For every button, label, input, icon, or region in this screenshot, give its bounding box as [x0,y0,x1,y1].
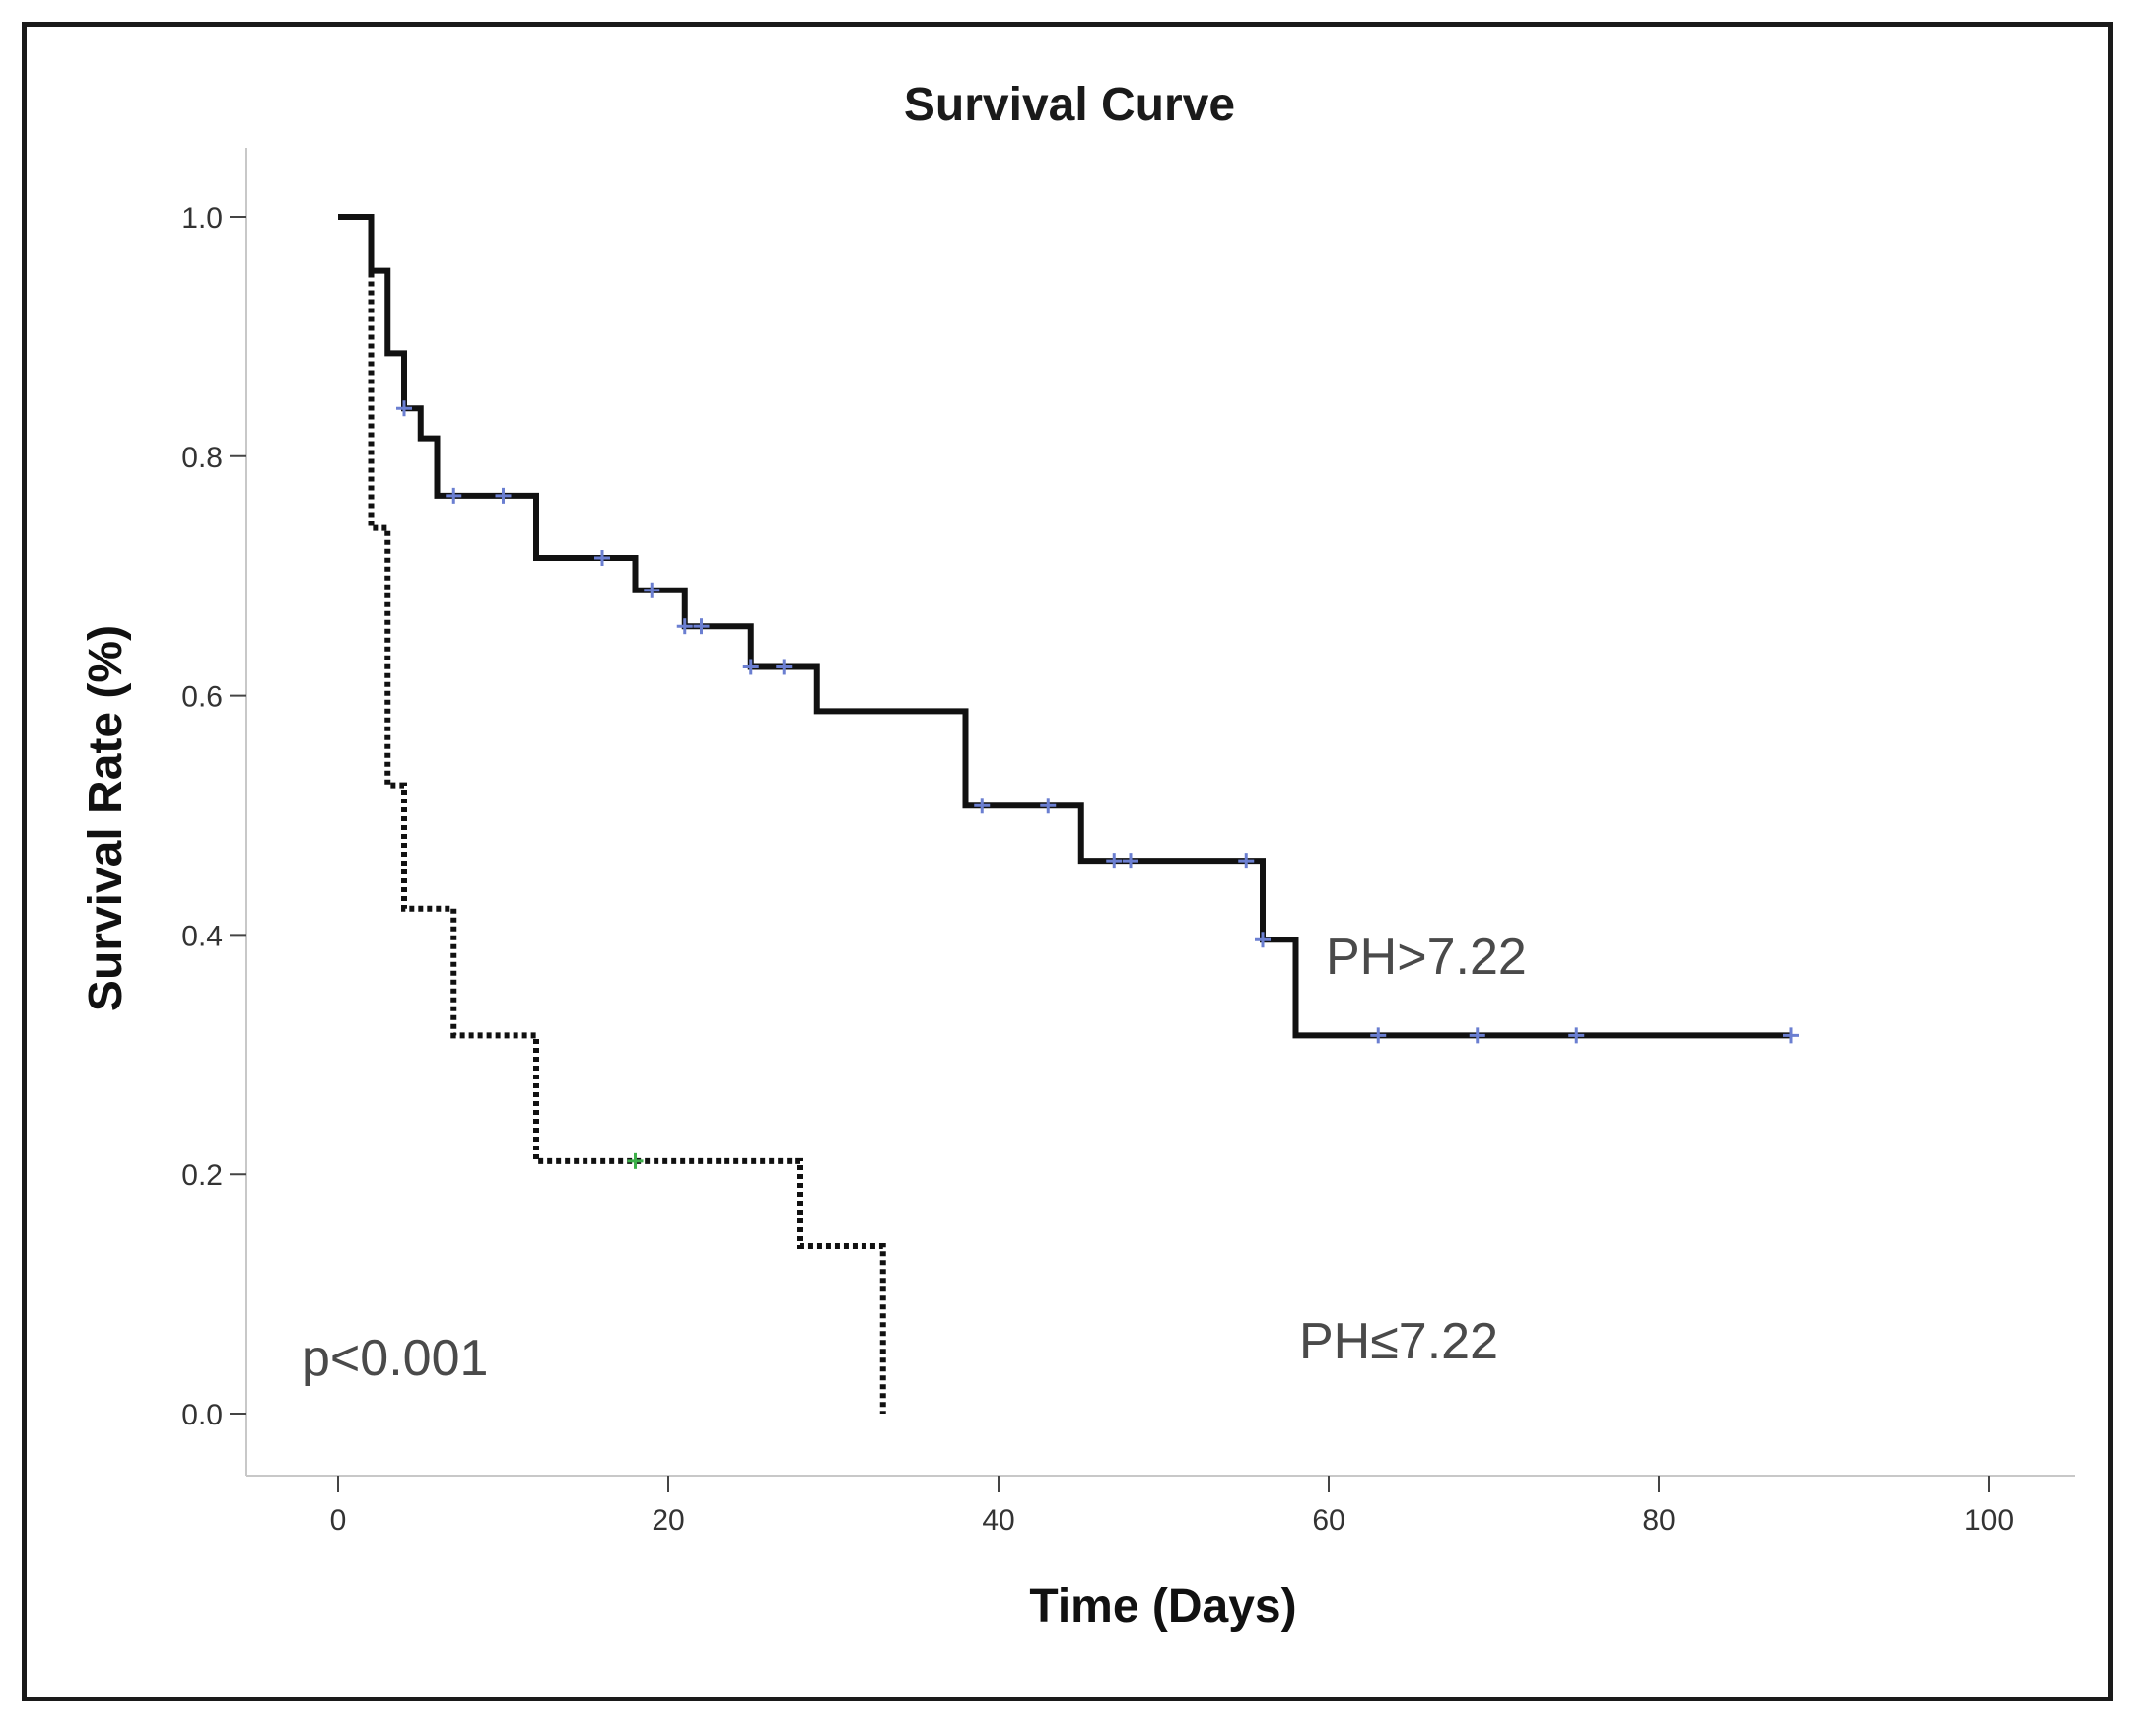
series-ph-low-line [338,214,886,1414]
y-axis-title: Survival Rate (%) [80,625,132,1011]
x-tick-label: 20 [652,1504,684,1537]
censor-marks [396,400,1799,1169]
censor-mark [1469,1027,1485,1044]
censor-mark [1568,1027,1585,1044]
x-tick-label: 60 [1312,1504,1344,1537]
censor-mark [1123,853,1138,869]
y-tick-label: 0.2 [181,1159,223,1192]
x-tick-label: 0 [330,1504,347,1537]
x-axis-title: Time (Days) [1029,1580,1296,1632]
x-ticks: 0 20 40 60 80 100 [330,1476,2014,1537]
chart-title: Survival Curve [904,79,1235,131]
series-ph-high-line [338,214,1791,1039]
censor-mark [776,659,793,675]
censor-mark [1106,853,1123,869]
y-ticks: 0.0 0.2 0.4 0.6 0.8 1.0 [181,202,246,1431]
axes [245,148,2075,1477]
x-tick-label: 40 [982,1504,1014,1537]
censor-mark [1255,932,1271,948]
censor-mark [446,487,462,504]
x-tick-label: 80 [1642,1504,1675,1537]
censor-mark [1238,853,1255,869]
y-tick-label: 0.8 [181,442,223,474]
censor-mark [644,582,660,598]
censor-mark [1370,1027,1387,1044]
censor-mark [594,549,610,566]
y-tick-label: 0.0 [181,1399,223,1431]
annotation-ph-high: PH>7.22 [1326,929,1527,986]
censor-mark [495,487,512,504]
y-tick-label: 1.0 [181,202,223,235]
annotation-p-value: p<0.001 [302,1330,488,1387]
censor-mark [396,400,412,417]
censor-mark [1040,798,1057,814]
censor-mark [974,798,991,814]
series-layer [338,214,1791,1414]
y-tick-label: 0.4 [181,920,223,952]
censor-mark [627,1152,644,1169]
annotation-ph-low: PH≤7.22 [1299,1313,1498,1370]
censor-mark [1783,1027,1799,1044]
y-tick-label: 0.6 [181,681,223,714]
x-tick-label: 100 [1965,1504,2014,1537]
censor-mark [693,618,710,635]
censor-mark [676,618,693,635]
censor-mark [742,659,759,675]
